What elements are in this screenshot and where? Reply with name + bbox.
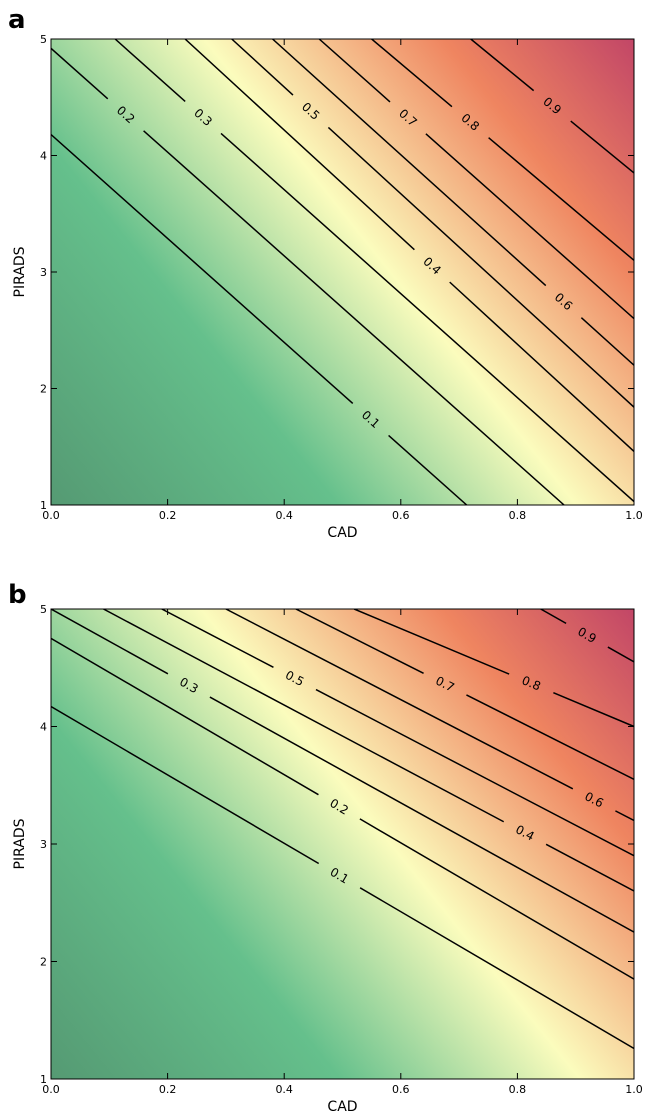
contour-line-0.9 [470,39,535,92]
contour-line-0.2 [51,637,319,796]
contour-line-0.3 [220,132,634,503]
panel-letter: a [8,5,26,35]
contour-line-0.1 [388,434,468,505]
y-tick-label: 2 [40,383,47,396]
contour-line-0.5 [231,39,294,96]
panel-a: 0.10.2 0.30.40.50.60.7 0.80.90.0 0.2 0.4 0.6 0… [8,5,643,541]
contour-line-0.1 [51,133,354,405]
y-tick-label: 4 [40,721,47,734]
x-tick-label: 0.8 [509,1083,527,1096]
contour-line-0.9 [570,120,634,174]
contour-line-0.7 [425,133,634,320]
contour-line-0.4 [449,281,634,452]
y-tick-label: 2 [40,956,47,969]
contour-line-0.3 [51,609,169,675]
contour-line-0.2 [143,130,565,505]
contour-line-0.9 [540,609,567,625]
contour-line-0.1 [359,887,634,1050]
y-tick-label: 1 [40,499,47,512]
contour-line-0.7 [466,694,634,781]
contour-line-0.9 [607,646,634,663]
y-tick-label: 4 [40,150,47,163]
contour-line-0.4 [184,39,415,251]
y-tick-label: 3 [40,266,47,279]
y-axis-title: PIRADS [12,246,28,297]
contour-line-0.5 [161,609,274,669]
contour-line-0.6 [272,39,547,287]
contour-label: 0.8 [520,673,543,693]
y-tick-label: 1 [40,1073,47,1086]
x-tick-label: 0.2 [159,1083,177,1096]
x-axis-title: CAD [327,1099,357,1115]
contour-line-0.8 [353,609,510,675]
y-axis-title: PIRADS [12,818,28,869]
contour-line-0.8 [553,691,634,728]
heatmap-background [51,39,634,505]
x-tick-label: 0.4 [275,1083,293,1096]
contour-lines [51,39,634,505]
x-axis-title: CAD [327,525,357,541]
contour-line-0.3 [114,39,186,103]
x-tick-label: 1.0 [625,1083,643,1096]
contour-line-0.1 [51,705,320,865]
contour-line-0.8 [371,39,453,108]
x-tick-label: 0.8 [509,509,527,522]
contour-line-0.5 [327,126,634,408]
contour-line-0.2 [359,818,634,980]
panel-b: 0.10.20.30.40.50.60.7 0.80.90.0 0.2 0.4 0.6 0… [8,580,643,1115]
contour-line-0.6 [615,810,634,822]
y-tick-label: 5 [40,33,47,46]
x-tick-label: 0.2 [159,509,177,522]
contour-line-0.7 [318,39,391,103]
x-tick-label: 0.0 [42,509,60,522]
y-tick-label: 5 [40,603,47,616]
contour-line-0.3 [209,696,634,933]
contour-line-0.2 [51,47,109,100]
contour-line-0.4 [545,843,634,892]
contour-line-0.6 [580,317,634,366]
x-tick-label: 0.6 [392,509,410,522]
contour-line-0.5 [315,688,634,857]
contour-line-0.4 [103,609,505,823]
contour-lines [51,609,634,1050]
contour-line-0.7 [295,609,424,675]
x-tick-label: 1.0 [625,509,643,522]
contour-line-0.8 [488,137,634,261]
panel-letter: b [8,580,27,610]
contour-line-0.6 [225,609,574,790]
x-tick-label: 0.4 [275,509,293,522]
x-tick-label: 0.0 [42,1083,60,1096]
y-tick-label: 3 [40,838,47,851]
x-tick-label: 0.6 [392,1083,410,1096]
heatmap-background [51,609,634,1079]
